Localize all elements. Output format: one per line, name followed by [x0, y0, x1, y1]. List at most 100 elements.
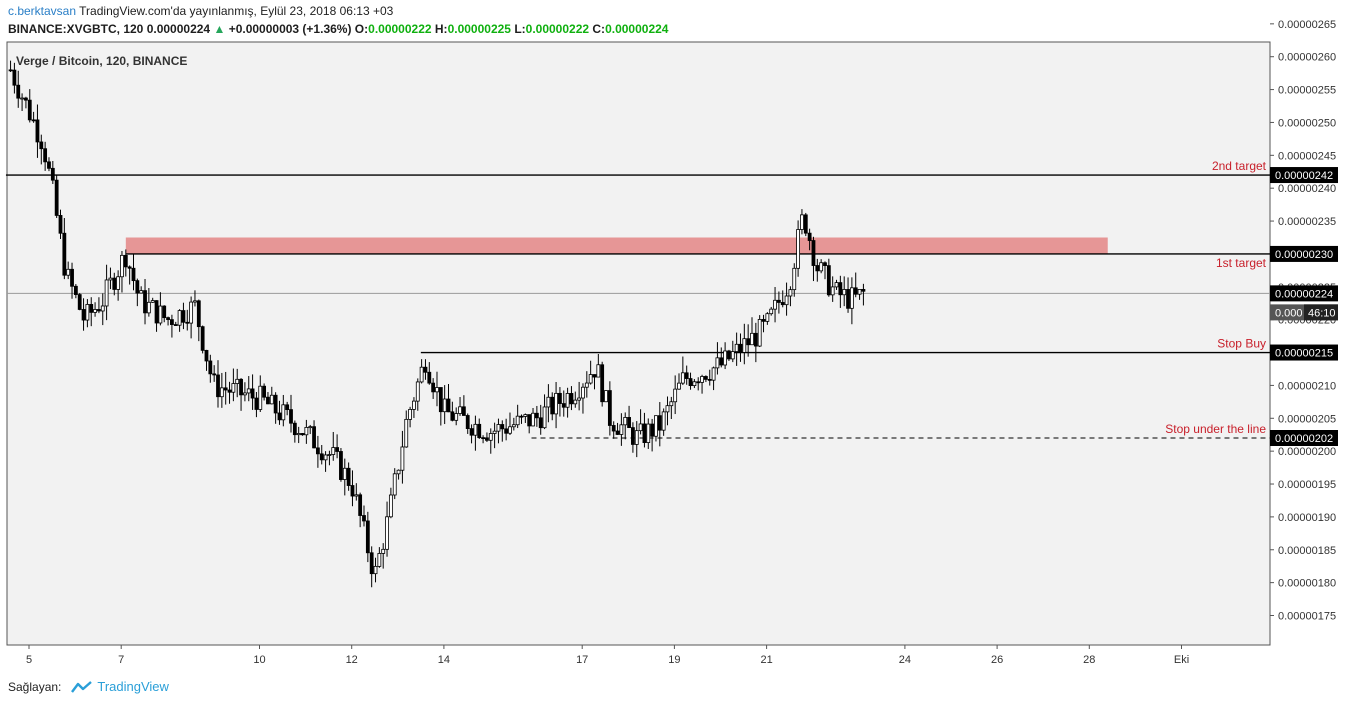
candle-body-221	[857, 289, 862, 295]
candle-body-128	[500, 424, 505, 430]
candle-body-31	[127, 266, 132, 269]
candle-body-53	[212, 373, 217, 376]
candlestick-series	[8, 60, 866, 588]
candle-body-141	[550, 396, 555, 415]
candle-body-91	[358, 494, 363, 516]
tradingview-brand-link[interactable]: TradingView	[71, 679, 169, 694]
candle-body-211	[819, 262, 824, 272]
resistance-zone	[125, 237, 1108, 254]
candle-body-44	[177, 310, 182, 326]
candle-body-202	[784, 295, 789, 306]
candle-body-95	[373, 565, 378, 575]
candle-body-126	[492, 430, 497, 434]
candle-body-47	[189, 301, 194, 324]
candle-body-194	[753, 332, 758, 347]
candle-body-138	[538, 417, 543, 429]
candle-body-2	[16, 84, 21, 99]
y-tick-label-5: 0.00000200	[1278, 446, 1336, 458]
close-value: 0.00000224	[605, 22, 669, 36]
price-tag-box-4	[1270, 285, 1338, 302]
x-tick-label-4: 14	[438, 654, 450, 666]
candle-body-133	[519, 415, 524, 418]
candle-body-98	[385, 516, 389, 550]
candle-body-25	[104, 279, 109, 307]
price-tag-box-2	[1270, 344, 1338, 361]
candle-body-60	[239, 378, 243, 396]
candle-body-171	[665, 405, 670, 413]
price-tag-text-3: 0.00000202	[1275, 433, 1333, 445]
candle-body-54	[216, 374, 220, 398]
candle-body-55	[219, 387, 224, 398]
candle-body-93	[365, 520, 370, 554]
candle-body-115	[450, 411, 455, 421]
candle-body-214	[830, 286, 835, 296]
candle-body-102	[400, 446, 405, 471]
candle-body-19	[81, 309, 86, 321]
candle-body-18	[77, 294, 82, 310]
y-tick-label-15: 0.00000250	[1278, 117, 1336, 129]
chart-title: Verge / Bitcoin, 120, BINANCE	[16, 54, 187, 68]
candle-body-142	[554, 392, 558, 415]
candle-body-161	[627, 417, 631, 429]
footer: Sağlayan: TradingView	[8, 679, 169, 694]
up-arrow-icon: ▲	[213, 22, 226, 36]
candle-body-163	[634, 430, 639, 445]
x-tick-label-6: 19	[668, 654, 680, 666]
level-label-3: Stop under the line	[1165, 422, 1266, 436]
candle-body-74	[292, 422, 297, 436]
price-axis[interactable]: 0.00000175 0.00000180 0.00000185 0.00000190…	[1270, 19, 1336, 623]
candle-body-166	[646, 423, 651, 443]
candle-body-3	[20, 97, 24, 100]
candle-body-84	[331, 447, 336, 455]
candle-body-75	[296, 433, 301, 436]
candle-body-1	[12, 69, 17, 86]
level-label-0: 2nd target	[1212, 159, 1267, 173]
candle-body-63	[250, 388, 255, 399]
candle-body-103	[404, 418, 409, 448]
candle-body-106	[415, 381, 420, 402]
author-link[interactable]: c.berktavsan	[8, 4, 77, 18]
candle-body-48	[193, 300, 197, 303]
candle-body-168	[654, 415, 658, 437]
high-value: 0.00000225	[447, 22, 511, 36]
price-chart[interactable]: Verge / Bitcoin, 120, BINANCE 2nd target…	[0, 0, 1348, 672]
candle-body-151	[588, 374, 593, 384]
candle-body-13	[58, 215, 63, 234]
candle-body-80	[315, 447, 320, 455]
candle-body-8	[39, 141, 44, 150]
candle-body-208	[807, 232, 812, 241]
resistance-zone-group	[125, 237, 1108, 254]
candle-body-119	[465, 415, 470, 429]
candle-body-71	[281, 404, 286, 421]
candle-body-42	[170, 319, 174, 325]
x-tick-label-9: 26	[991, 654, 1003, 666]
candle-body-59	[235, 378, 240, 384]
price-tag-text-1: 0.00000230	[1275, 249, 1333, 261]
candle-body-195	[757, 319, 762, 347]
candle-body-173	[673, 388, 678, 403]
candle-body-179	[696, 381, 701, 384]
plot-area[interactable]	[6, 41, 1271, 646]
candle-body-149	[581, 386, 585, 399]
candle-body-38	[154, 300, 159, 324]
candle-body-191	[742, 338, 747, 353]
candle-body-200	[776, 299, 781, 303]
candle-body-172	[669, 401, 674, 407]
candle-body-169	[657, 415, 662, 431]
candle-body-17	[73, 285, 78, 295]
candle-body-32	[131, 267, 136, 282]
candle-body-10	[47, 161, 51, 169]
candle-body-70	[277, 412, 282, 421]
brand-name: TradingView	[97, 679, 169, 694]
candle-body-73	[289, 409, 293, 424]
time-axis[interactable]: 5 7 10 12 14 17 19 21 24 26 28 Eki	[26, 645, 1189, 666]
candle-body-184	[715, 357, 720, 369]
y-tick-label-2: 0.00000185	[1278, 545, 1336, 557]
candle-body-6	[31, 119, 36, 122]
candle-body-4	[24, 97, 28, 101]
candle-body-97	[381, 548, 386, 554]
candle-body-50	[200, 326, 205, 351]
candle-body-156	[607, 390, 612, 426]
countdown-price: 0.000	[1275, 307, 1303, 319]
candle-body-155	[604, 390, 608, 403]
